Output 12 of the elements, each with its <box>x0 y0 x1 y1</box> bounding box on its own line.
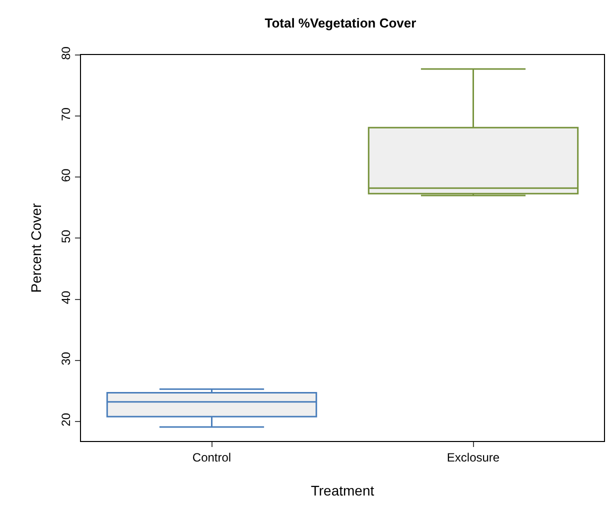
chart-title: Total %Vegetation Cover <box>264 16 416 31</box>
y-tick-label: 40 <box>59 290 74 304</box>
x-tick-label: Control <box>192 450 232 464</box>
y-tick-label: 80 <box>59 46 74 60</box>
y-tick-label: 60 <box>59 168 74 182</box>
y-tick-label: 70 <box>59 107 74 121</box>
y-axis-title: Percent Cover <box>28 202 44 293</box>
y-tick-label: 20 <box>59 412 74 426</box>
x-axis-title: Treatment <box>310 482 374 499</box>
y-tick-label: 50 <box>59 229 74 244</box>
y-tick-label: 30 <box>59 352 74 366</box>
x-tick-label: Exclosure <box>446 450 500 464</box>
